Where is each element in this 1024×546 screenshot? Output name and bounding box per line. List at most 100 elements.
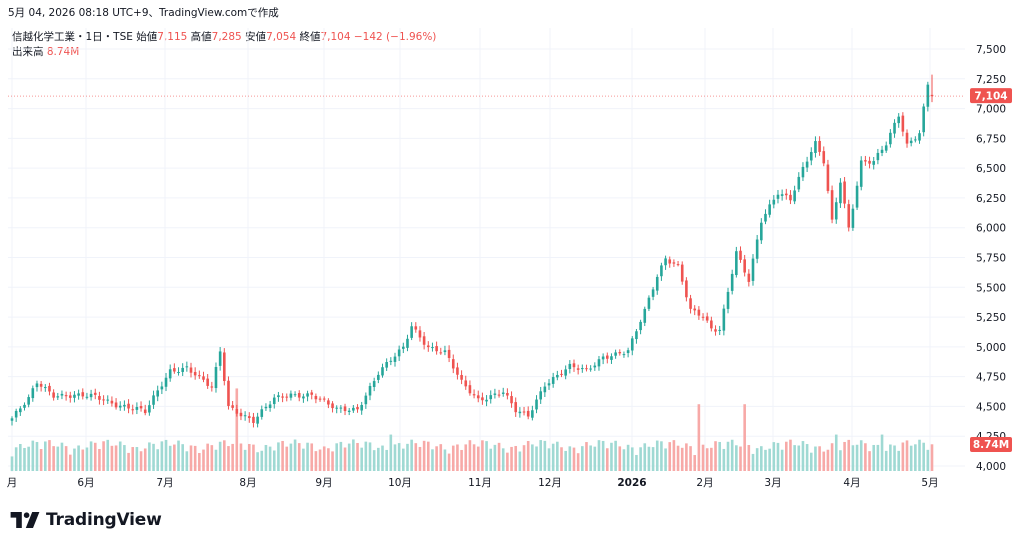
candle-body	[601, 356, 605, 360]
time-axis[interactable]: 月 6月 7月 8月 9月 10月 11月 12月 2026 2月 3月 4月 5月	[7, 477, 939, 489]
candle-body	[314, 395, 318, 400]
candle-body	[131, 409, 135, 411]
candle-body	[160, 386, 164, 390]
candle-body	[256, 416, 259, 424]
last-price-tag: 7,104	[970, 88, 1012, 104]
volume-bar	[780, 449, 784, 471]
volume-bar	[127, 452, 130, 471]
volume-bar	[501, 448, 505, 471]
candle-body	[206, 378, 209, 386]
candle-body	[630, 338, 634, 351]
candle-body	[223, 352, 226, 381]
volume-bar	[277, 442, 280, 471]
candle-body	[747, 273, 751, 282]
volume-bar	[27, 446, 30, 471]
volume-bar	[489, 448, 493, 471]
candle-body	[181, 367, 184, 372]
candle-body	[64, 395, 68, 397]
candle-body	[289, 393, 293, 398]
candle-body	[660, 265, 663, 277]
volume-bar	[81, 449, 85, 471]
tradingview-logo[interactable]: TradingView	[10, 510, 162, 530]
price-chart[interactable]: 7,500 7,250 7,000 6,750 6,500 6,250 6,000 5,750…	[0, 0, 1024, 500]
volume-bar	[834, 434, 838, 471]
candle-body	[618, 352, 622, 354]
candle-body	[360, 404, 363, 411]
high-value: 7,285	[211, 31, 242, 43]
volume-bar	[760, 446, 763, 471]
volume-bar	[668, 442, 672, 471]
price-axis[interactable]: 7,500 7,250 7,000 6,750 6,500 6,250 6,000 5,750…	[976, 44, 1006, 473]
candle-body	[676, 264, 680, 266]
volume-bar	[285, 446, 289, 471]
candle-body	[693, 308, 697, 311]
volume-bar	[751, 453, 755, 471]
candle-body	[610, 356, 613, 360]
candle-body	[872, 161, 876, 165]
volume-bar	[14, 447, 18, 471]
y-tick-label: 5,250	[976, 312, 1006, 324]
candle-body	[893, 122, 896, 134]
volume-bar	[293, 439, 297, 471]
candle-body	[805, 161, 809, 168]
volume-bar	[152, 443, 155, 471]
candle-body	[551, 377, 555, 384]
volume-bar	[830, 443, 834, 471]
volume-bar	[143, 448, 147, 471]
volume-bar	[547, 448, 551, 471]
volume-bar	[218, 441, 222, 471]
candle-body	[393, 356, 397, 362]
volume-bar	[356, 442, 359, 471]
candle-body	[44, 387, 47, 389]
candle-body	[501, 392, 505, 394]
candle-body	[68, 395, 72, 398]
candle-body	[164, 377, 168, 387]
candle-body	[247, 416, 251, 419]
candle-body	[185, 366, 189, 368]
candle-body	[106, 399, 110, 401]
volume-bar	[560, 447, 563, 471]
volume-bar	[722, 448, 726, 471]
y-tick-label: 6,500	[976, 163, 1006, 175]
candle-body	[730, 273, 734, 291]
candle-body	[414, 326, 418, 330]
volume-bar	[601, 440, 605, 471]
volume-bar	[35, 441, 39, 471]
volume-bar	[535, 446, 538, 471]
volume-bar	[851, 445, 855, 471]
candle-body	[451, 359, 455, 369]
volume-bar	[418, 446, 422, 471]
candle-body	[834, 202, 838, 220]
volume-bar	[214, 449, 218, 471]
volume-bar	[651, 447, 655, 471]
volume-bar	[793, 445, 796, 471]
volume-bar	[185, 451, 189, 471]
y-tick-label: 5,000	[976, 342, 1006, 354]
candle-body	[780, 194, 784, 196]
volume-bar	[730, 439, 734, 471]
candle-body	[597, 359, 601, 367]
candle-body	[52, 392, 55, 398]
change-value: −142 (−1.96%)	[353, 31, 437, 43]
candle-body	[710, 320, 713, 329]
candle-body	[651, 289, 655, 297]
volume-bar	[614, 440, 617, 471]
candle-body	[655, 276, 659, 291]
candle-body	[668, 259, 672, 264]
volume-bar	[322, 446, 326, 471]
candle-body	[768, 204, 771, 215]
volume-bar	[56, 446, 60, 471]
candle-body	[809, 152, 813, 161]
volume-bar	[447, 453, 451, 471]
volume-bar	[60, 442, 64, 471]
candle-body	[10, 418, 14, 421]
y-tick-label: 5,500	[976, 282, 1006, 294]
open-label: 始値	[136, 31, 158, 43]
candle-body	[410, 326, 413, 338]
volume-bar	[306, 442, 309, 471]
volume-bar	[859, 440, 863, 471]
candle-body	[930, 94, 934, 97]
candle-body	[431, 347, 434, 349]
candle-body	[27, 397, 30, 405]
candle-body	[705, 316, 709, 321]
